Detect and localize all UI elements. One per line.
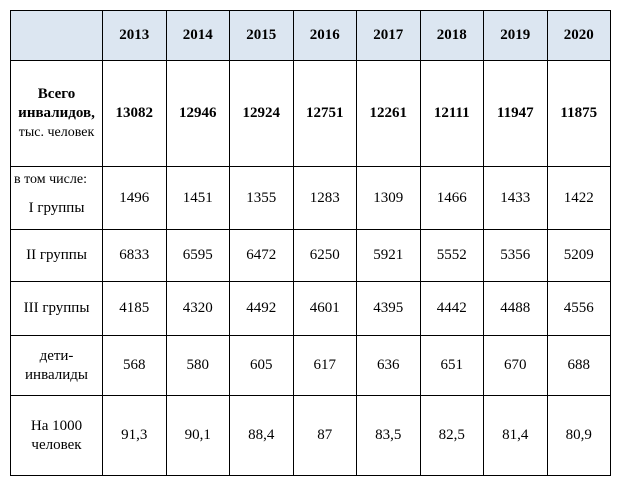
group3-value-cell: 4556 [546,281,611,336]
group1-value-cell: 1433 [483,166,548,230]
children-value-cell: 617 [292,335,357,396]
group1-value-cell: 1466 [419,166,484,230]
group1-value-cell: 1422 [546,166,611,230]
total-value-cell: 11875 [546,60,611,167]
group1-value-cell: 1355 [229,166,294,230]
group3-value-cell: 4395 [356,281,421,336]
group1-row-label-cell: в том числе: I группы [10,166,103,230]
per-1000-value-cell: 90,1 [165,395,230,476]
group2-value-cell: 5356 [483,229,548,282]
total-value-cell: 12924 [229,60,294,167]
per-1000-row: На 1000 человек 91,3 90,1 88,4 87 83,5 8… [10,395,611,476]
children-row-label: дети- инвалиды [10,335,103,396]
header-row: 2013 2014 2015 2016 2017 2018 2019 2020 [10,10,611,61]
year-header: 2013 [102,10,167,61]
group2-value-cell: 5921 [356,229,421,282]
children-value-cell: 688 [546,335,611,396]
per-1000-value-cell: 88,4 [229,395,294,476]
total-value-cell: 13082 [102,60,167,167]
per-1000-row-label: На 1000 человек [10,395,103,476]
group1-value-cell: 1283 [292,166,357,230]
group3-value-cell: 4492 [229,281,294,336]
per-1000-value-cell: 83,5 [356,395,421,476]
group1-value-cell: 1309 [356,166,421,230]
header-corner-cell [10,10,103,61]
group3-row: III группы 4185 4320 4492 4601 4395 4442… [10,281,611,336]
group1-row: в том числе: I группы 1496 1451 1355 128… [10,166,611,230]
group2-row-label: II группы [10,229,103,282]
children-label-line1: дети- [39,347,74,364]
year-header: 2020 [546,10,611,61]
year-header: 2018 [419,10,484,61]
per-1000-value-cell: 91,3 [102,395,167,476]
year-header: 2016 [292,10,357,61]
group3-row-label: III группы [10,281,103,336]
children-value-cell: 605 [229,335,294,396]
group2-value-cell: 6833 [102,229,167,282]
group2-value-cell: 6595 [165,229,230,282]
group2-row: II группы 6833 6595 6472 6250 5921 5552 … [10,229,611,282]
total-value-cell: 12946 [165,60,230,167]
per-1000-value-cell: 82,5 [419,395,484,476]
children-value-cell: 636 [356,335,421,396]
group3-value-cell: 4601 [292,281,357,336]
group3-value-cell: 4488 [483,281,548,336]
per-1000-label-line1: На 1000 [30,417,83,434]
children-value-cell: 651 [419,335,484,396]
per-1000-label-line2: человек [31,436,82,453]
total-value-cell: 12261 [356,60,421,167]
children-value-cell: 580 [165,335,230,396]
children-row: дети- инвалиды 568 580 605 617 636 651 6… [10,335,611,396]
disability-statistics-table: 2013 2014 2015 2016 2017 2018 2019 2020 … [10,10,611,476]
group1-prefix: в том числе: [14,172,87,187]
total-label-line3: тыс. человек [18,124,95,140]
group2-value-cell: 5209 [546,229,611,282]
group2-value-cell: 5552 [419,229,484,282]
total-value-cell: 11947 [483,60,548,167]
children-value-cell: 670 [483,335,548,396]
year-header: 2019 [483,10,548,61]
group1-value-cell: 1451 [165,166,230,230]
per-1000-value-cell: 80,9 [546,395,611,476]
year-header: 2017 [356,10,421,61]
group3-value-cell: 4442 [419,281,484,336]
per-1000-value-cell: 87 [292,395,357,476]
per-1000-value-cell: 81,4 [483,395,548,476]
total-row: Всего инвалидов, тыс. человек 13082 1294… [10,60,611,167]
children-label-line2: инвалиды [25,366,88,383]
group2-value-cell: 6250 [292,229,357,282]
group1-label: I группы [28,200,85,216]
group3-value-cell: 4320 [165,281,230,336]
group1-value-cell: 1496 [102,166,167,230]
children-value-cell: 568 [102,335,167,396]
year-header: 2014 [165,10,230,61]
total-value-cell: 12111 [419,60,484,167]
year-header: 2015 [229,10,294,61]
group2-value-cell: 6472 [229,229,294,282]
total-row-label: Всего инвалидов, тыс. человек [10,60,103,167]
total-value-cell: 12751 [292,60,357,167]
total-label-line1: Всего [37,86,76,103]
group3-value-cell: 4185 [102,281,167,336]
total-label-line2: инвалидов, [18,105,95,122]
